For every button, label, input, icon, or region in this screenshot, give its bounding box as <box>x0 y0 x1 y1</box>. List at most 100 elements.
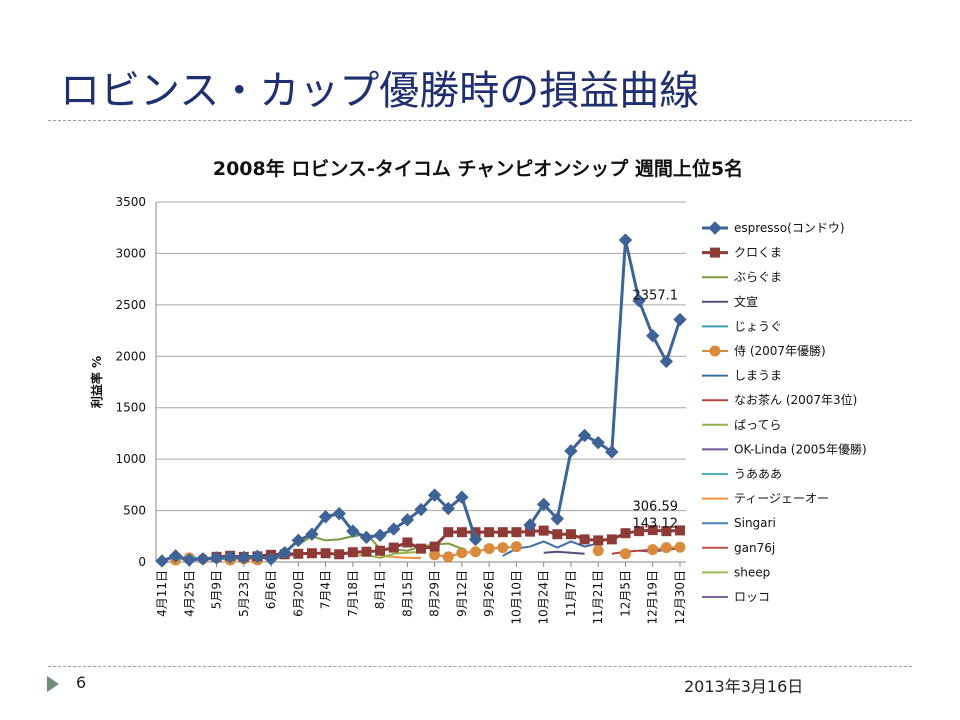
legend-entry: gan76j <box>734 541 775 555</box>
x-tick-label: 10月10日 <box>509 570 523 625</box>
series-point <box>416 543 426 554</box>
series-point <box>577 428 592 443</box>
series-point <box>237 550 251 565</box>
series-point <box>429 549 441 561</box>
x-tick-label: 5月9日 <box>210 570 224 609</box>
x-tick-label: 9月26日 <box>482 570 496 617</box>
series-point <box>647 525 658 536</box>
series-point <box>497 542 509 554</box>
series-point <box>709 345 721 357</box>
series-point <box>455 490 469 504</box>
footer-date: 2013年3月16日 <box>684 677 804 696</box>
x-tick-label: 4月11日 <box>155 570 169 617</box>
x-tick-label: 9月12日 <box>455 570 469 617</box>
series-point <box>402 537 413 548</box>
series-point <box>250 549 265 564</box>
chart-title: 2008年 ロビンス-タイコム チャンピオンシップ 週間上位5名 <box>213 157 743 180</box>
series-point <box>619 548 631 560</box>
legend-entry: なお茶ん (2007年3位) <box>734 392 857 407</box>
title-divider <box>48 120 912 121</box>
series-point <box>468 532 483 547</box>
series-point <box>196 552 210 566</box>
series-point <box>591 435 605 450</box>
legend-entry: じょうぐ <box>734 319 782 333</box>
page-number: 6 <box>76 673 87 692</box>
legend-entry: 侍 (2007年優勝) <box>734 343 826 358</box>
series-point <box>168 549 183 563</box>
x-tick-label: 12月5日 <box>618 570 632 617</box>
series-point <box>675 525 685 536</box>
series-point <box>373 528 387 542</box>
series-point <box>710 247 720 258</box>
y-tick-label: 3000 <box>115 246 146 260</box>
series-point <box>305 527 319 541</box>
series-point <box>264 552 278 566</box>
y-axis-label: 利益率 % <box>89 356 104 408</box>
series-point <box>618 233 633 247</box>
series-point <box>659 354 674 369</box>
series-point <box>605 445 619 459</box>
series-point <box>182 553 196 567</box>
series-point <box>565 529 576 540</box>
series-point <box>634 526 645 537</box>
x-tick-label: 8月29日 <box>428 570 442 617</box>
x-tick-label: 6月20日 <box>291 570 305 617</box>
series-point <box>510 541 522 553</box>
series-point <box>511 527 522 538</box>
series-point <box>441 501 455 516</box>
x-tick-label: 4月25日 <box>182 570 196 617</box>
series-point <box>443 527 454 538</box>
legend-entry: しまうま <box>734 369 782 383</box>
series-point <box>538 525 549 536</box>
slide-title: ロビンス・カップ優勝時の損益曲線 <box>60 68 700 114</box>
x-tick-label: 8月15日 <box>400 570 414 617</box>
series-point <box>674 541 686 553</box>
series-point <box>332 506 346 521</box>
series-point <box>306 548 317 559</box>
series-point <box>387 522 401 536</box>
series-point <box>318 510 333 524</box>
series-point <box>427 488 442 502</box>
series-point <box>155 554 169 568</box>
series-point <box>361 546 372 557</box>
x-tick-label: 12月30日 <box>673 570 687 625</box>
x-tick-label: 6月6日 <box>264 570 278 609</box>
series-point <box>470 546 482 558</box>
series-point <box>647 544 659 556</box>
series-line <box>528 238 682 526</box>
series-point <box>456 547 468 559</box>
series-line <box>639 547 681 553</box>
series-point <box>291 533 306 548</box>
x-tick-label: 8月1日 <box>373 570 387 609</box>
series-point <box>592 545 604 557</box>
legend-entry: ぱってら <box>734 418 781 432</box>
series-point <box>320 548 331 559</box>
series-point <box>579 534 590 545</box>
series-point <box>497 527 508 538</box>
series-line <box>543 550 585 555</box>
legend-entry: OK-Linda (2005年優勝) <box>734 441 867 456</box>
series-point <box>223 550 237 564</box>
x-tick-label: 11月21日 <box>591 570 605 625</box>
series-point <box>564 444 578 458</box>
series-point <box>414 502 428 517</box>
legend-entry: ロッコ <box>734 590 770 604</box>
series-point <box>400 513 415 527</box>
data-label: 306.59 <box>633 499 679 514</box>
legend-entry: ぶらぐま <box>734 270 782 284</box>
series-point <box>550 512 565 526</box>
series-point <box>620 528 631 539</box>
series-point <box>484 527 495 538</box>
series-point <box>606 534 617 545</box>
series-point <box>660 542 672 554</box>
data-label: 143.12 <box>633 516 679 531</box>
legend-entry: うあああ <box>734 467 782 481</box>
series-point <box>442 551 454 563</box>
x-tick-label: 7月4日 <box>319 570 333 609</box>
x-tick-label: 11月7日 <box>564 570 578 617</box>
y-tick-label: 1000 <box>115 452 146 466</box>
y-tick-label: 2000 <box>115 349 146 363</box>
series-point <box>209 551 224 565</box>
series-point <box>293 548 304 559</box>
series-point <box>523 518 537 532</box>
